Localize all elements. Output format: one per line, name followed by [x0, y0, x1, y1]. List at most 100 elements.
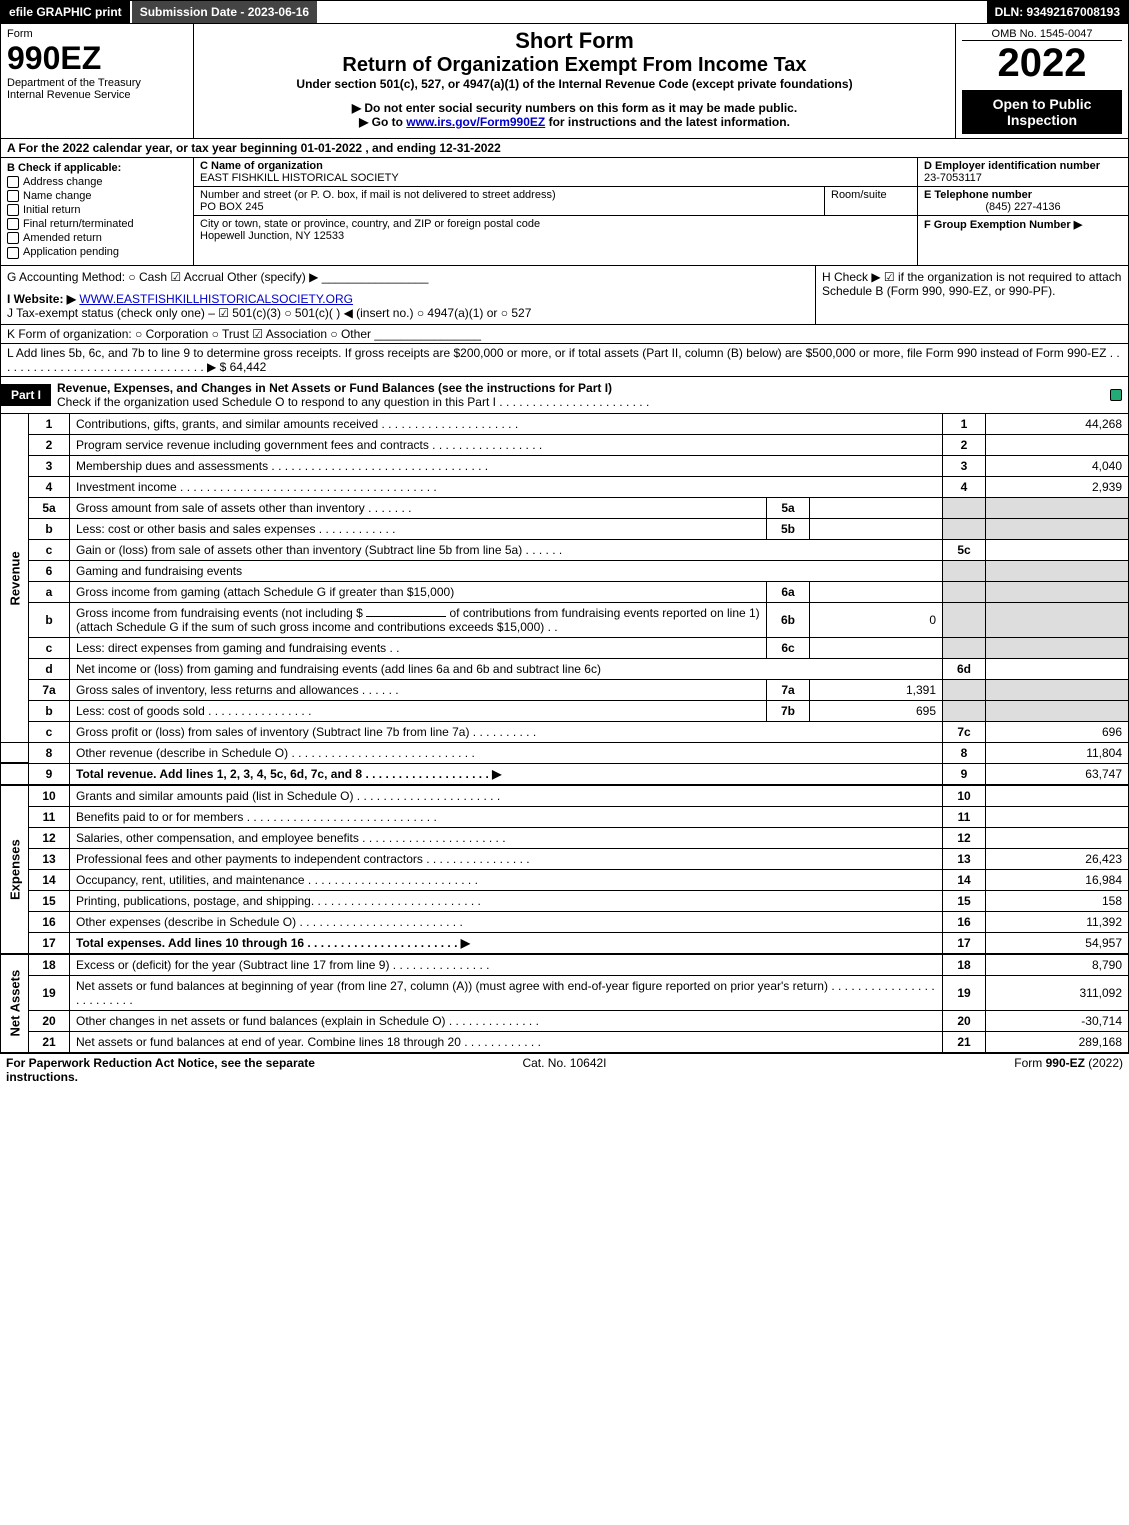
- chk-name-change[interactable]: Name change: [7, 190, 187, 202]
- l7a-ref: [943, 679, 986, 700]
- l8-val: 11,804: [986, 742, 1129, 763]
- section-bcdef: B Check if applicable: Address change Na…: [0, 158, 1129, 266]
- l14-val: 16,984: [986, 869, 1129, 890]
- l16-desc: Other expenses (describe in Schedule O) …: [70, 911, 943, 932]
- l4-val: 2,939: [986, 476, 1129, 497]
- l6a-desc: Gross income from gaming (attach Schedul…: [70, 581, 767, 602]
- city-label: City or town, state or province, country…: [200, 218, 911, 230]
- chk-application-pending[interactable]: Application pending: [7, 246, 187, 258]
- l1-val: 44,268: [986, 414, 1129, 435]
- chk-address-change-label: Address change: [23, 176, 103, 188]
- l12-num: 12: [29, 827, 70, 848]
- l13-ref: 13: [943, 848, 986, 869]
- l7a-val: [986, 679, 1129, 700]
- goto-line: ▶ Go to www.irs.gov/Form990EZ for instru…: [200, 115, 949, 129]
- row-k: K Form of organization: ○ Corporation ○ …: [0, 325, 1129, 344]
- chk-final-return[interactable]: Final return/terminated: [7, 218, 187, 230]
- col-b: B Check if applicable: Address change Na…: [1, 158, 194, 265]
- part1-check[interactable]: [1108, 388, 1128, 402]
- org-name-label: C Name of organization: [200, 160, 911, 172]
- chk-name-change-label: Name change: [23, 190, 92, 202]
- l5b-desc: Less: cost or other basis and sales expe…: [70, 518, 767, 539]
- l20-ref: 20: [943, 1010, 986, 1031]
- website-link[interactable]: WWW.EASTFISHKILLHISTORICALSOCIETY.ORG: [79, 292, 353, 306]
- page-footer: For Paperwork Reduction Act Notice, see …: [0, 1053, 1129, 1086]
- l10-ref: 10: [943, 785, 986, 807]
- l5b-mid: 5b: [767, 518, 810, 539]
- header-left: Form 990EZ Department of the Treasury In…: [1, 24, 194, 138]
- chk-amended-return[interactable]: Amended return: [7, 232, 187, 244]
- footer-right-post: (2022): [1088, 1056, 1123, 1070]
- l17-ref: 17: [943, 932, 986, 954]
- ein-value: 23-7053117: [924, 172, 1122, 184]
- footer-right: Form 990-EZ (2022): [751, 1056, 1123, 1084]
- row-gij-h: G Accounting Method: ○ Cash ☑ Accrual Ot…: [0, 266, 1129, 325]
- irs-label: Internal Revenue Service: [7, 89, 187, 101]
- l13-desc: Professional fees and other payments to …: [70, 848, 943, 869]
- l18-val: 8,790: [986, 954, 1129, 976]
- l14-ref: 14: [943, 869, 986, 890]
- col-b-title: B Check if applicable:: [7, 162, 187, 174]
- l10-num: 10: [29, 785, 70, 807]
- row-l-text: L Add lines 5b, 6c, and 7b to line 9 to …: [7, 346, 1120, 374]
- l19-num: 19: [29, 975, 70, 1010]
- chk-address-change[interactable]: Address change: [7, 176, 187, 188]
- l21-val: 289,168: [986, 1031, 1129, 1052]
- website-label: I Website: ▶: [7, 292, 76, 306]
- street-value: PO BOX 245: [200, 201, 818, 213]
- l6b-ref: [943, 602, 986, 637]
- l7b-mid: 7b: [767, 700, 810, 721]
- l7b-num: b: [29, 700, 70, 721]
- l15-num: 15: [29, 890, 70, 911]
- accounting-method: G Accounting Method: ○ Cash ☑ Accrual Ot…: [7, 270, 809, 284]
- l6a-num: a: [29, 581, 70, 602]
- l5a-val: [986, 497, 1129, 518]
- city-box: City or town, state or province, country…: [194, 216, 917, 244]
- col-c: C Name of organization EAST FISHKILL HIS…: [194, 158, 918, 265]
- do-not-ssn: ▶ Do not enter social security numbers o…: [200, 101, 949, 115]
- l5c-desc: Gain or (loss) from sale of assets other…: [70, 539, 943, 560]
- header-right: OMB No. 1545-0047 2022 Open to Public In…: [956, 24, 1128, 138]
- l2-ref: 2: [943, 434, 986, 455]
- l18-desc: Excess or (deficit) for the year (Subtra…: [70, 954, 943, 976]
- dln: DLN: 93492167008193: [987, 1, 1128, 23]
- l17-desc: Total expenses. Add lines 10 through 16 …: [70, 932, 943, 954]
- l17-val: 54,957: [986, 932, 1129, 954]
- ein-box: D Employer identification number 23-7053…: [918, 158, 1128, 187]
- l6d-desc: Net income or (loss) from gaming and fun…: [70, 658, 943, 679]
- l6-ref: [943, 560, 986, 581]
- chk-initial-return[interactable]: Initial return: [7, 204, 187, 216]
- tax-exempt-status: J Tax-exempt status (check only one) ‒ ☑…: [7, 306, 809, 320]
- l5c-val: [986, 539, 1129, 560]
- l4-desc: Investment income . . . . . . . . . . . …: [70, 476, 943, 497]
- row-l-amount: 64,442: [230, 360, 267, 374]
- l15-desc: Printing, publications, postage, and shi…: [70, 890, 943, 911]
- l9-desc: Total revenue. Add lines 1, 2, 3, 4, 5c,…: [70, 763, 943, 785]
- l7b-ref: [943, 700, 986, 721]
- website-row: I Website: ▶ WWW.EASTFISHKILLHISTORICALS…: [7, 292, 809, 306]
- row-gij: G Accounting Method: ○ Cash ☑ Accrual Ot…: [1, 266, 816, 324]
- part1-title: Revenue, Expenses, and Changes in Net As…: [51, 377, 1108, 413]
- side-expenses: Expenses: [1, 785, 29, 954]
- under-section: Under section 501(c), 527, or 4947(a)(1)…: [200, 77, 949, 91]
- l7b-desc: Less: cost of goods sold . . . . . . . .…: [70, 700, 767, 721]
- goto-link[interactable]: www.irs.gov/Form990EZ: [406, 115, 545, 129]
- form-header: Form 990EZ Department of the Treasury In…: [0, 24, 1129, 139]
- l18-num: 18: [29, 954, 70, 976]
- l21-num: 21: [29, 1031, 70, 1052]
- room-suite: Room/suite: [825, 187, 917, 215]
- side-revenue: Revenue: [1, 414, 29, 743]
- l6b-mid: 6b: [767, 602, 810, 637]
- l2-val: [986, 434, 1129, 455]
- part1-label: Part I: [1, 384, 51, 406]
- l7a-mid: 7a: [767, 679, 810, 700]
- short-form-title: Short Form: [200, 28, 949, 54]
- l19-ref: 19: [943, 975, 986, 1010]
- dept-treasury: Department of the Treasury: [7, 77, 187, 89]
- l4-num: 4: [29, 476, 70, 497]
- efile-print[interactable]: efile GRAPHIC print: [1, 1, 130, 23]
- top-bar: efile GRAPHIC print Submission Date - 20…: [0, 0, 1129, 24]
- l12-desc: Salaries, other compensation, and employ…: [70, 827, 943, 848]
- l19-desc: Net assets or fund balances at beginning…: [70, 975, 943, 1010]
- l14-num: 14: [29, 869, 70, 890]
